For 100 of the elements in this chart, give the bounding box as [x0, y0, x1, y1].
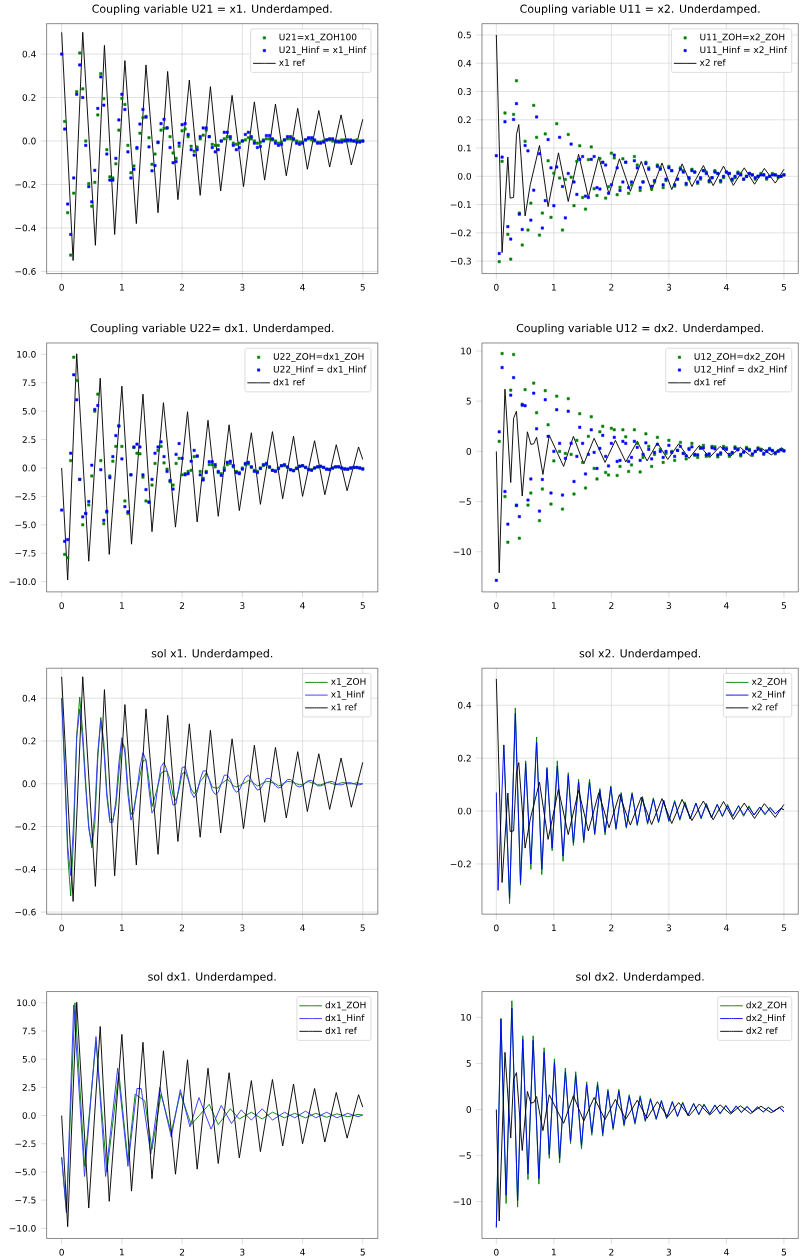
- y-tick-label: 0.4: [22, 50, 36, 58]
- y-tick-label: 0.0: [22, 137, 36, 145]
- y-tick-label: 7.5: [22, 1027, 36, 1035]
- y-tick-label: −0.4: [15, 224, 36, 232]
- x-tick-label: 5: [781, 1248, 786, 1256]
- y-tick-label: −5.0: [15, 521, 36, 529]
- y-tick-label: 0.0: [22, 1112, 36, 1119]
- x-tick-label: 4: [723, 1248, 729, 1256]
- y-tick-label: 0.2: [457, 754, 471, 762]
- chart-title: Coupling variable U21 = x1. Underdamped.: [92, 4, 332, 16]
- legend-label: U11_ZOH=x2_ZOH: [700, 33, 785, 43]
- y-tick-label: 10.0: [17, 350, 36, 358]
- y-tick-label: 0.4: [457, 701, 472, 709]
- x-tick-label: 3: [240, 924, 245, 932]
- x-tick-label: 2: [179, 283, 184, 291]
- y-tick-label: 0.2: [457, 116, 471, 124]
- x-tick-label: 0: [493, 924, 499, 932]
- y-tick-label: 5: [466, 397, 471, 405]
- y-tick-label: 10: [461, 1013, 471, 1021]
- y-tick-label: −5: [459, 498, 471, 505]
- legend-label: x1_ZOH: [330, 678, 366, 687]
- y-tick-label: −0.4: [15, 865, 36, 873]
- legend-label: dx1 ref: [325, 1026, 357, 1034]
- chart-title: sol dx2. Underdamped.: [576, 972, 704, 983]
- legend-label: dx1 ref: [694, 378, 726, 386]
- x-tick-label: 2: [609, 1248, 614, 1256]
- y-tick-label: 0: [466, 447, 471, 455]
- y-tick-label: −7.5: [15, 1196, 36, 1204]
- x-tick-label: 4: [723, 283, 729, 291]
- y-tick-label: 0: [466, 1106, 471, 1113]
- x-tick-label: 0: [493, 283, 499, 291]
- x-tick-label: 2: [609, 602, 614, 609]
- x-tick-label: 3: [240, 1248, 245, 1256]
- x-tick-label: 1: [551, 1248, 556, 1256]
- y-tick-label: 5.0: [22, 407, 36, 415]
- y-tick-label: 0.4: [22, 694, 36, 702]
- legend-label: U21_Hinf = x1_Hinf: [279, 46, 367, 56]
- y-tick-label: −7.5: [15, 549, 36, 557]
- legend-label: dx2_Hinf: [746, 1014, 786, 1024]
- chart-title: Coupling variable U22= dx1. Underdamped.: [90, 323, 334, 335]
- y-tick-label: 2.5: [22, 436, 36, 443]
- x-tick-label: 4: [723, 924, 729, 932]
- x-tick-label: 4: [723, 602, 729, 609]
- y-tick-label: −0.6: [15, 267, 36, 275]
- legend-label: dx1_Hinf: [325, 1014, 365, 1024]
- y-tick-label: 0.4: [457, 59, 472, 67]
- y-tick-label: 0.1: [457, 144, 471, 152]
- y-tick-label: −0.2: [450, 229, 471, 237]
- chart-title: sol x2. Underdamped.: [579, 648, 700, 660]
- y-tick-label: −0.6: [15, 908, 36, 916]
- chart-title: sol dx1. Underdamped.: [148, 972, 276, 983]
- y-tick-label: 0.0: [22, 780, 36, 788]
- y-tick-label: 2.5: [22, 1083, 36, 1091]
- x-tick-label: 1: [119, 1248, 124, 1256]
- y-tick-label: 0.2: [22, 94, 36, 101]
- legend-label: U21=x1_ZOH100: [279, 33, 357, 43]
- y-tick-label: 10: [461, 347, 471, 355]
- x-tick-label: 3: [666, 602, 671, 609]
- x-tick-label: 4: [300, 924, 305, 932]
- x-tick-label: 0: [493, 1248, 499, 1256]
- x-tick-label: 1: [551, 283, 556, 291]
- x-tick-label: 2: [179, 924, 184, 932]
- y-tick-label: −10.0: [9, 578, 36, 586]
- legend-label: dx2_ZOH: [746, 1001, 787, 1011]
- x-tick-label: 4: [300, 602, 305, 609]
- chart-title: Coupling variable U12 = dx2. Underdamped.: [516, 323, 763, 335]
- legend-label: U11_Hinf = x2_Hinf: [700, 46, 788, 56]
- chart-title: Coupling variable U11 = x2. Underdamped.: [520, 4, 760, 16]
- y-tick-label: 0.2: [22, 737, 36, 745]
- legend-label: x1 ref: [278, 58, 305, 66]
- y-tick-label: −0.3: [450, 257, 471, 265]
- x-tick-label: 5: [360, 283, 365, 291]
- x-tick-label: 4: [300, 1248, 305, 1256]
- legend-label: dx1_ZOH: [325, 1001, 366, 1011]
- legend-label: x2_Hinf: [751, 690, 786, 700]
- x-tick-label: 0: [493, 602, 499, 609]
- legend-label: U22_Hinf = dx1_Hinf: [273, 365, 367, 375]
- y-tick-label: 0.5: [457, 31, 471, 39]
- legend-label: x1 ref: [330, 703, 357, 711]
- x-tick-label: 2: [179, 1248, 184, 1256]
- x-tick-label: 1: [119, 924, 124, 932]
- x-tick-label: 2: [179, 602, 184, 609]
- x-tick-label: 3: [666, 924, 671, 932]
- x-tick-label: 2: [609, 283, 614, 291]
- x-tick-label: 1: [119, 283, 124, 291]
- y-tick-label: 0.0: [22, 464, 36, 472]
- legend-label: dx2 ref: [746, 1026, 778, 1034]
- y-tick-label: −0.1: [450, 201, 471, 208]
- x-tick-label: 5: [781, 283, 786, 291]
- y-tick-label: −5.0: [15, 1168, 36, 1176]
- x-tick-label: 3: [666, 283, 671, 291]
- y-tick-label: −0.2: [450, 860, 471, 868]
- y-tick-label: 0.0: [457, 807, 471, 815]
- x-tick-label: 1: [119, 602, 124, 609]
- y-tick-label: 10.0: [17, 999, 36, 1007]
- x-tick-label: 0: [59, 1248, 64, 1256]
- legend-label: U22_ZOH=dx1_ZOH: [273, 352, 364, 362]
- x-tick-label: 5: [781, 602, 786, 609]
- x-tick-label: 1: [551, 602, 556, 609]
- y-tick-label: −0.2: [15, 823, 36, 830]
